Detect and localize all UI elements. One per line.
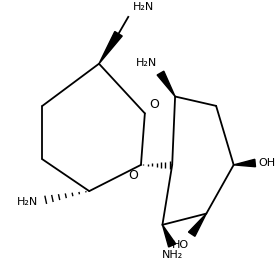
Polygon shape	[157, 71, 175, 96]
Text: H₂N: H₂N	[133, 2, 154, 12]
Polygon shape	[234, 159, 255, 167]
Text: O: O	[128, 169, 138, 182]
Polygon shape	[188, 214, 206, 236]
Text: O: O	[149, 97, 159, 111]
Polygon shape	[162, 225, 176, 247]
Text: H₂N: H₂N	[136, 58, 158, 68]
Polygon shape	[99, 31, 122, 64]
Text: HO: HO	[172, 240, 189, 250]
Text: H₂N: H₂N	[17, 197, 38, 207]
Text: NH₂: NH₂	[162, 250, 183, 260]
Text: OH: OH	[258, 158, 275, 168]
